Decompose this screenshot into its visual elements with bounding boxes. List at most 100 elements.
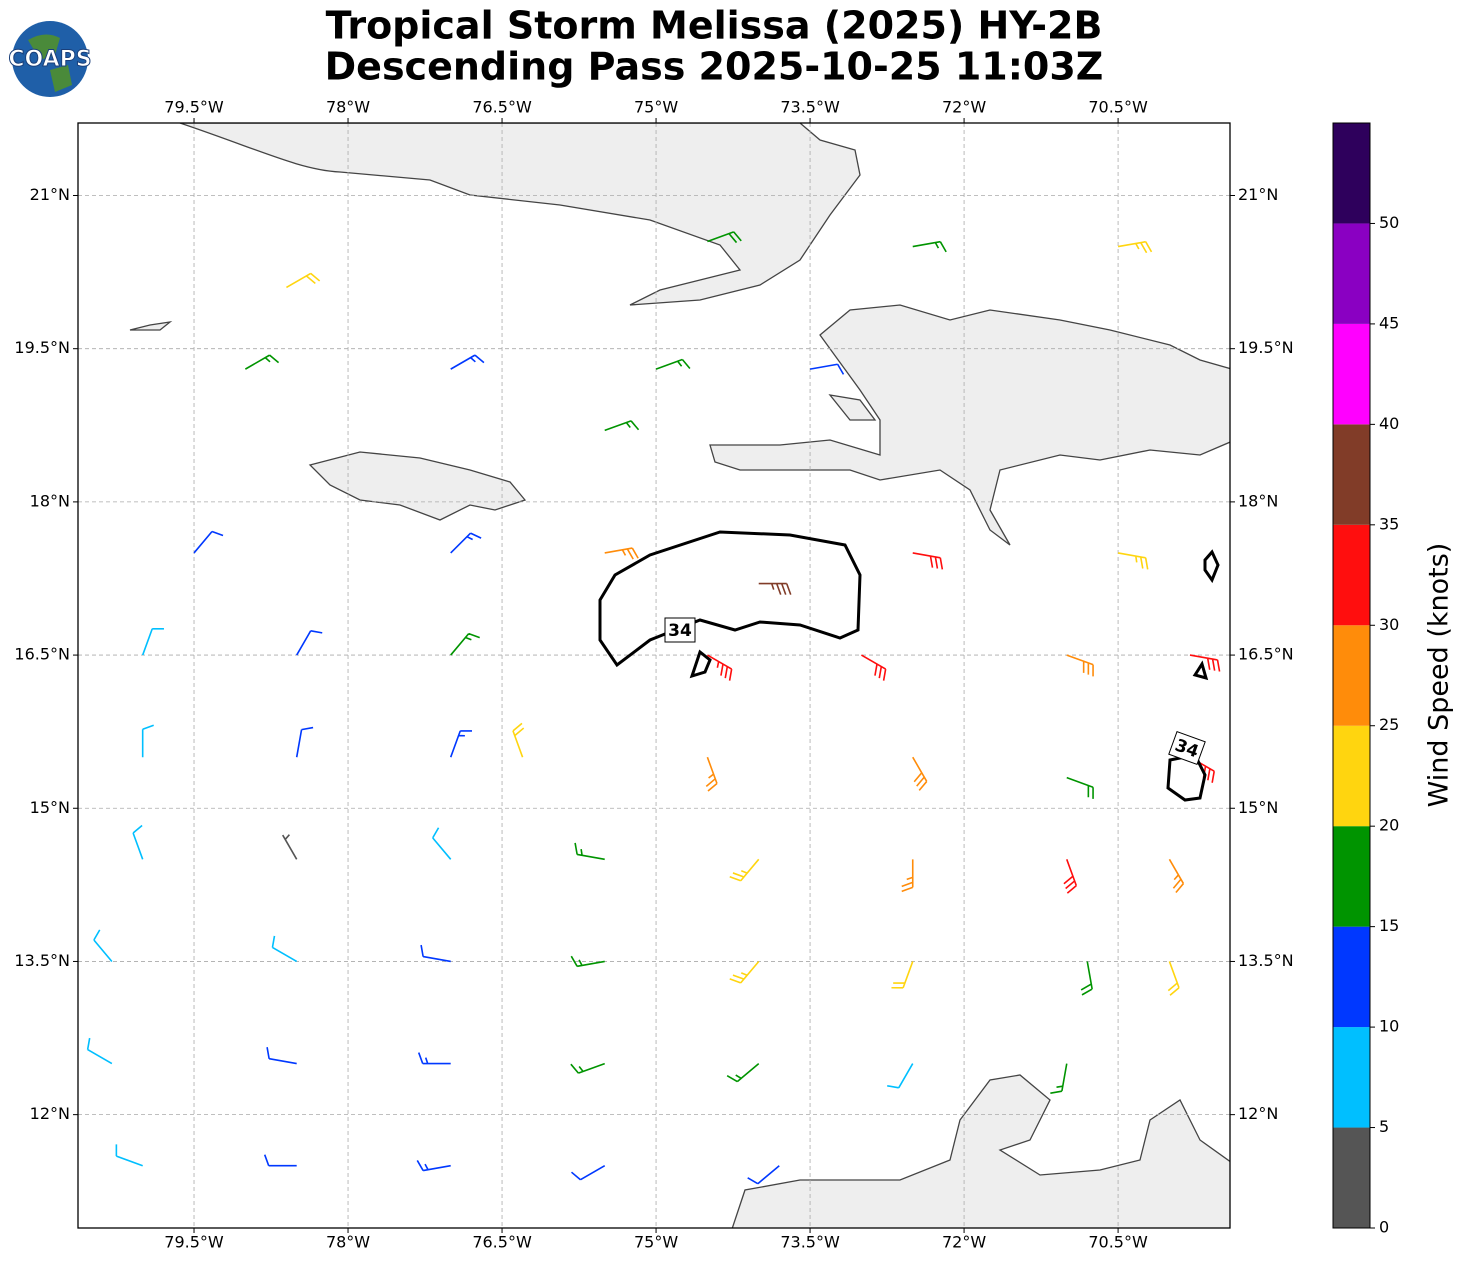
wind-barb	[266, 1047, 297, 1065]
wind-barb	[271, 935, 298, 963]
colorbar-segment	[1333, 123, 1370, 224]
wind-barb	[244, 354, 280, 370]
x-tick-label: 75°W	[634, 98, 678, 117]
wind-barb	[141, 724, 154, 758]
contours: 34 34	[598, 530, 1220, 802]
hispaniola	[709, 304, 1230, 546]
x-tick-label: 76.5°W	[472, 1233, 532, 1252]
wind-barb	[604, 420, 640, 432]
land	[129, 123, 1230, 1228]
x-tick-label: 75°W	[634, 1233, 678, 1252]
wind-barb	[193, 530, 224, 554]
barb-layer	[86, 231, 1221, 1185]
wind-barb	[655, 358, 691, 370]
colorbar-tick-label: 20	[1379, 816, 1399, 835]
wind-barb	[912, 552, 944, 570]
wind-barb	[1066, 776, 1094, 799]
wind-barb	[141, 627, 164, 656]
logo-land	[28, 34, 72, 92]
colorbar-tick-label: 0	[1379, 1218, 1389, 1237]
map-frame	[77, 122, 1231, 1229]
colorbar-tick-label: 5	[1379, 1117, 1389, 1136]
wind-barb	[432, 827, 452, 860]
colorbar-segment	[1333, 223, 1370, 324]
colorbar: 0 5 10 15 20 25 30 35 40 45 50	[1332, 122, 1399, 1237]
colorbar-tick-label: 50	[1379, 213, 1399, 232]
x-tick-label: 79.5°W	[164, 98, 224, 117]
y-tick-label: 18°N	[1238, 491, 1278, 510]
wind-barb	[1168, 858, 1185, 894]
wind-barb	[574, 842, 605, 861]
south-america	[731, 1074, 1230, 1228]
colorbar-frame	[1332, 122, 1371, 1229]
x-tick-label: 79.5°W	[164, 1233, 224, 1252]
colorbar-segment	[1333, 926, 1370, 1028]
colorbar-tick-label: 15	[1379, 916, 1399, 935]
x-tick-label: 78°W	[326, 1233, 370, 1252]
wind-barb	[93, 929, 113, 962]
wind-barb	[707, 231, 742, 244]
colorbar-tick-label: 40	[1379, 414, 1399, 433]
wind-barb	[450, 354, 485, 370]
y-tick-label: 13.5°N	[14, 951, 70, 970]
wind-barb	[570, 1165, 606, 1181]
wind-barb	[295, 726, 314, 758]
colorbar-segment	[1333, 424, 1370, 525]
wind-barb	[1167, 961, 1180, 996]
wind-barb	[706, 654, 733, 681]
wind-barb	[1189, 654, 1221, 672]
wind-barb	[891, 961, 914, 989]
wind-barb	[747, 1165, 780, 1185]
colorbar-segment	[1333, 1027, 1370, 1128]
y-tick-label: 19.5°N	[14, 338, 70, 357]
colorbar-segment	[1333, 625, 1370, 726]
wind-barb	[420, 944, 451, 963]
wind-barb	[912, 240, 947, 253]
x-tick-label: 73.5°W	[780, 98, 840, 117]
wind-barb	[86, 1037, 113, 1065]
wind-barb	[758, 582, 792, 595]
wind-barb	[901, 859, 914, 893]
y-tick-label: 19.5°N	[1238, 338, 1294, 357]
cuba	[179, 123, 861, 306]
wind-barb	[726, 1062, 760, 1083]
jamaica	[308, 451, 527, 521]
wind-barb	[450, 632, 480, 656]
title-line: Tropical Storm Melissa (2025) HY-2B	[326, 4, 1103, 48]
wind-barb	[705, 756, 718, 792]
wind-barb	[729, 960, 760, 984]
wind-barb	[604, 547, 639, 560]
wind-barb	[263, 1154, 297, 1167]
wind-barb	[1066, 654, 1094, 677]
contour-label: 34	[668, 621, 692, 641]
colorbar-segment	[1333, 826, 1370, 927]
contour-34	[598, 530, 862, 668]
wind-barb	[1117, 552, 1149, 570]
y-tick-label: 12°N	[30, 1104, 70, 1123]
y-tick-label: 13.5°N	[1238, 951, 1294, 970]
colorbar-tick-label: 30	[1379, 615, 1399, 634]
grid-layer: 79.5°W 79.5°W 78°W 78°W 76.5°W 76.5°W 75°W 75°W…	[14, 98, 1293, 1252]
wind-barb	[282, 834, 298, 860]
x-tick-label: 78°W	[326, 98, 370, 117]
colorbar-segment	[1333, 524, 1370, 626]
wind-barb	[570, 955, 605, 968]
x-tick-label: 73.5°W	[780, 1233, 840, 1252]
wind-barb	[416, 1160, 451, 1172]
wind-barb	[450, 532, 482, 554]
x-tick-label: 70.5°W	[1088, 98, 1148, 117]
wind-barb	[1063, 859, 1078, 894]
colorbar-label: Wind Speed (knots)	[1424, 543, 1455, 808]
wind-barb	[1050, 1063, 1068, 1094]
wind-barb	[417, 1052, 451, 1065]
y-tick-label: 21°N	[1238, 185, 1278, 204]
wind-barb	[1117, 240, 1153, 254]
x-tick-label: 76.5°W	[472, 98, 532, 117]
colorbar-tick-label: 35	[1379, 514, 1399, 533]
contour-label-box	[664, 617, 696, 643]
contour-34	[689, 549, 1220, 802]
wind-barb	[132, 824, 144, 860]
y-tick-label: 15°N	[1238, 798, 1278, 817]
wind-barb	[887, 1063, 914, 1089]
y-tick-label: 18°N	[30, 491, 70, 510]
